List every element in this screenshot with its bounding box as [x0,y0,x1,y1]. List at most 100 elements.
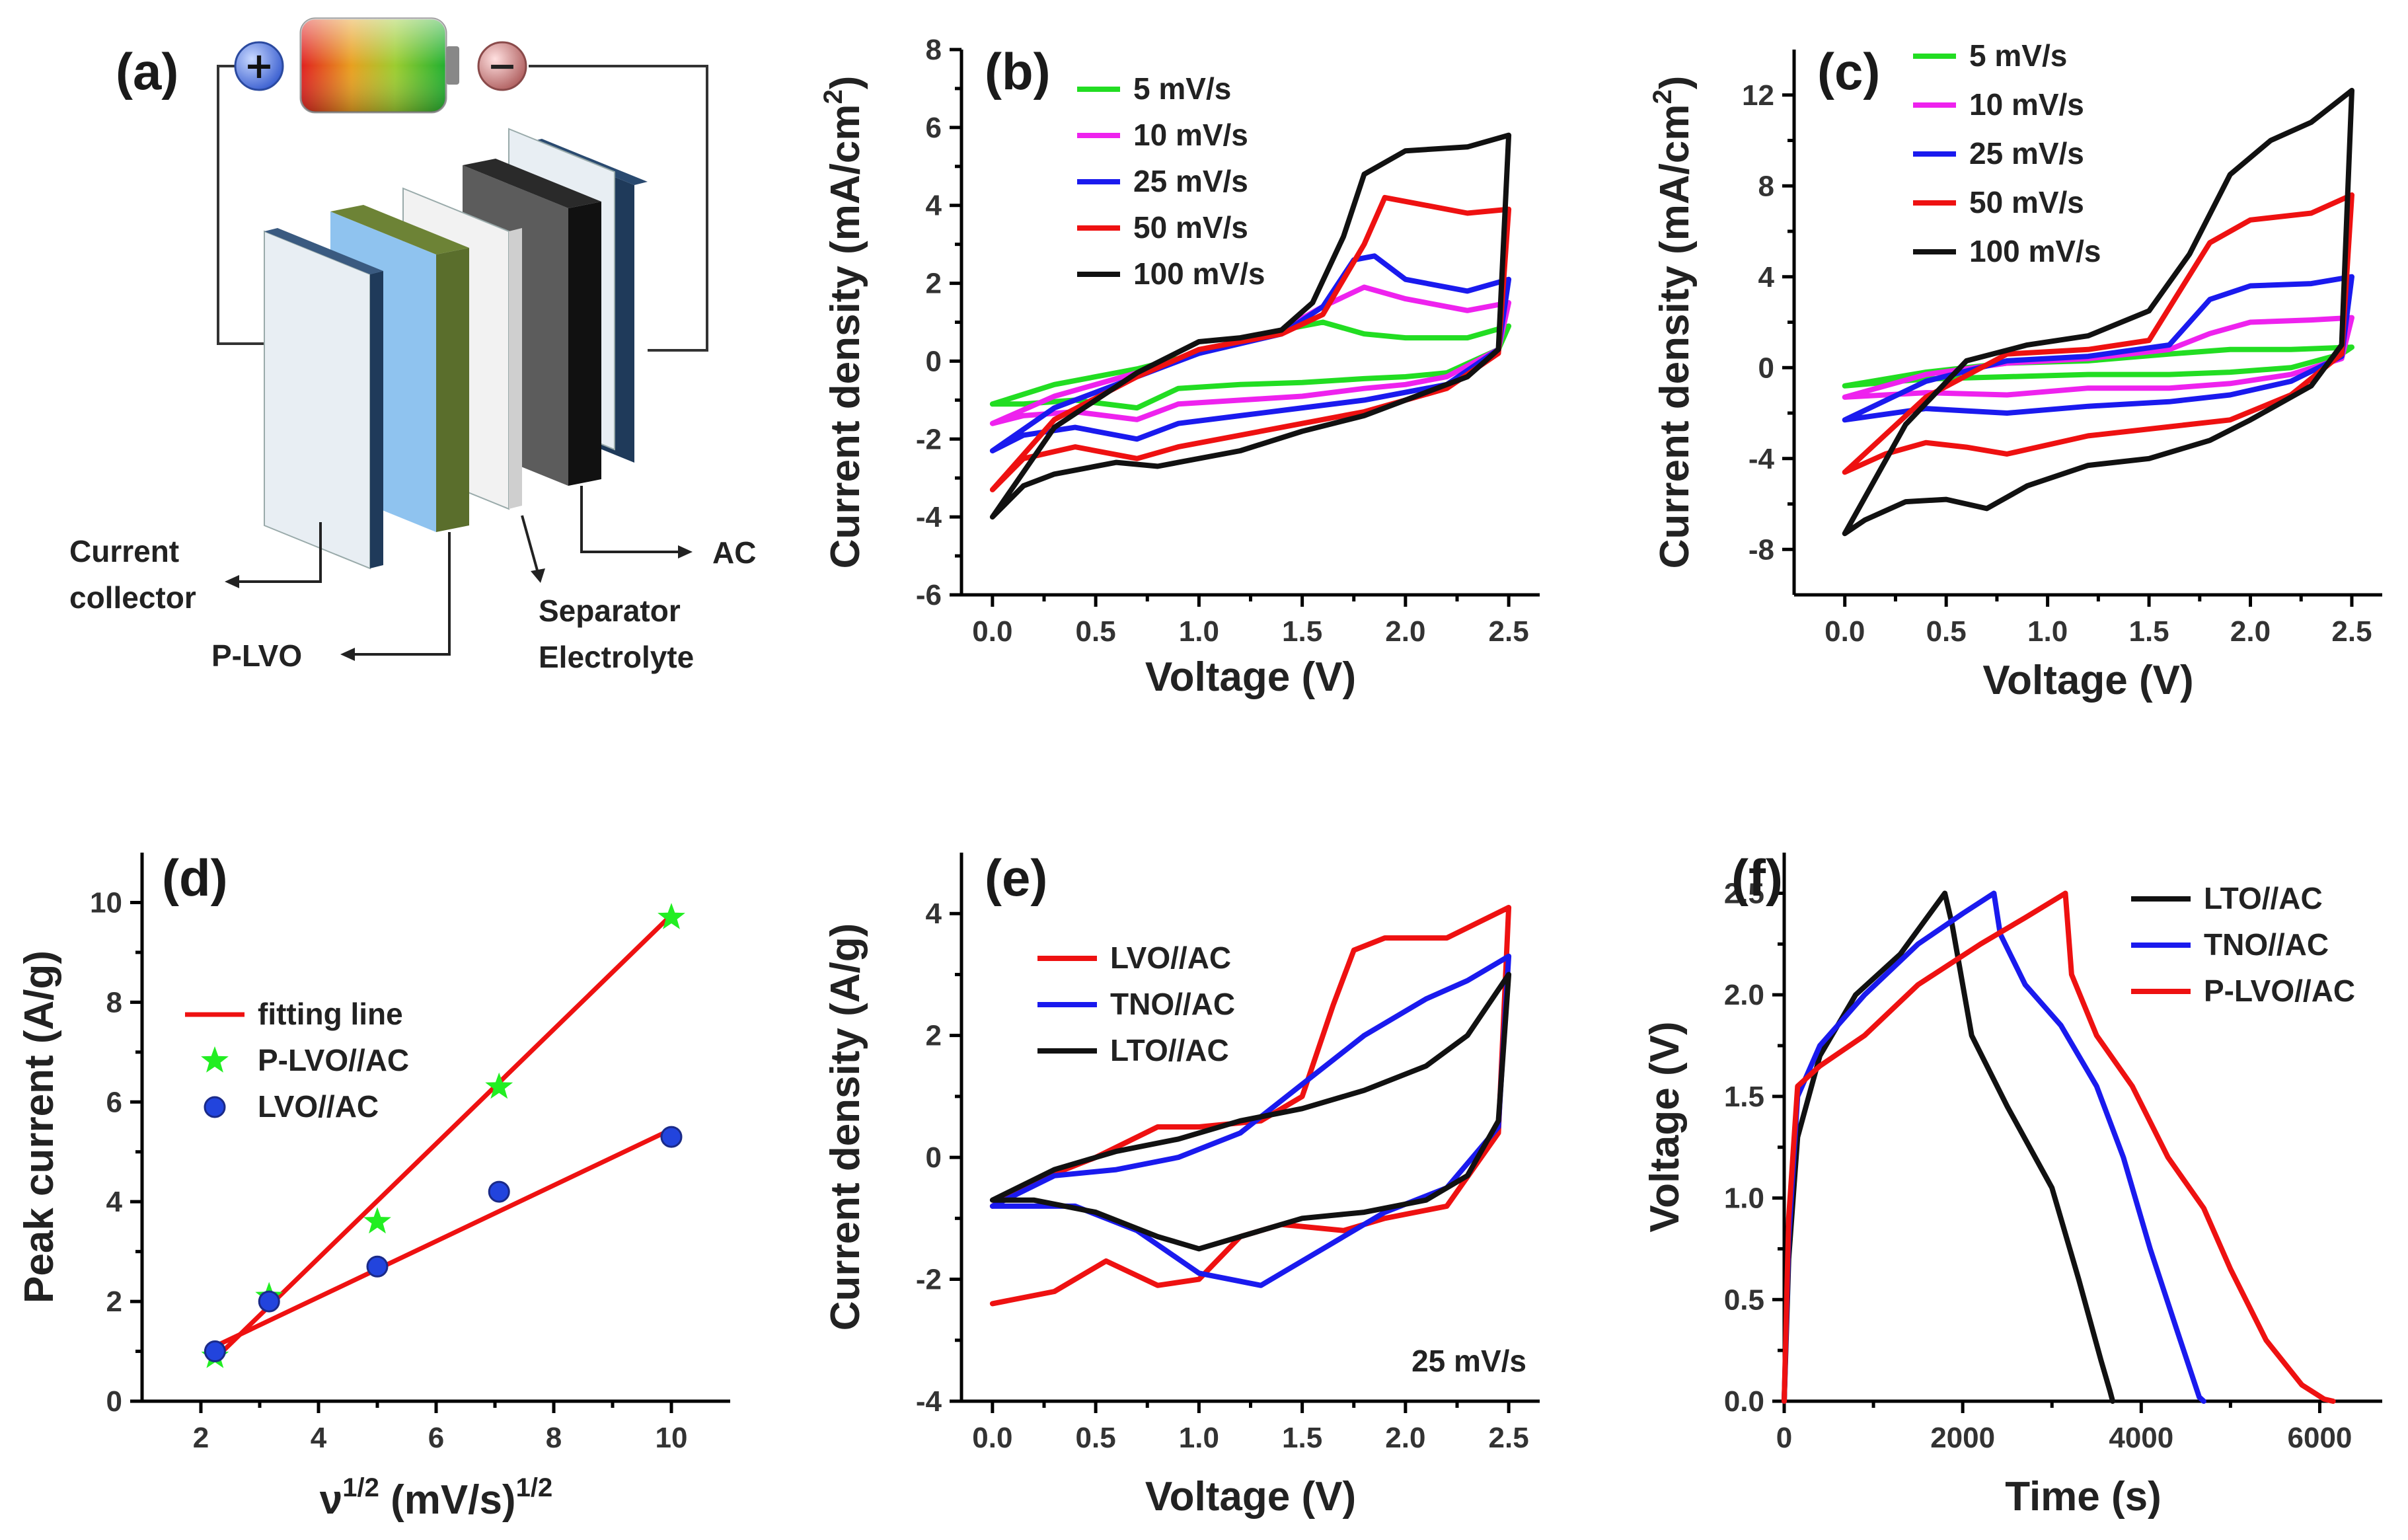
y-tick-label: 1.5 [1724,1081,1764,1113]
label-current-collector-line1: Current [69,534,179,568]
legend-label: 50 mV/s [1133,210,1248,245]
leader-separator [521,515,540,576]
legend-label: 50 mV/s [1969,185,2084,219]
legend-label: 100 mV/s [1969,234,2101,268]
legend-label: LTO//AC [1110,1033,1229,1067]
series-line-25 mV/s [1842,274,2354,423]
label-current-collector-line2: collector [69,580,196,615]
x-tick-label: 0.0 [972,615,1012,648]
current-collector-plate [264,228,383,570]
x-tick-label: 8 [546,1422,562,1454]
positive-terminal-icon: + [234,41,284,91]
y-axis-label: Current density (mA/cm2) [819,76,868,569]
arrow-plvo [340,648,355,661]
y-tick-label: -2 [916,423,942,455]
y-tick-label: 6 [926,112,942,144]
x-tick-label: 10 [656,1422,688,1454]
series-line-LVO//AC [989,905,1512,1307]
x-tick-label: 6000 [2288,1422,2352,1454]
x-tick-label: 1.5 [1282,615,1322,648]
label-plvo: P-LVO [211,638,302,673]
legend-label: 5 mV/s [1133,71,1231,106]
negative-terminal-icon: − [477,41,527,91]
panel-a-label: (a) [116,42,178,100]
legend-label: 10 mV/s [1969,87,2084,122]
y-tick-label: -4 [916,501,942,533]
panel-label: (b) [985,42,1051,100]
panel-label: (c) [1817,42,1880,100]
leader-current-collector [228,522,322,583]
x-tick-label: 4000 [2109,1422,2173,1454]
fit-line-LVO//AC [213,1127,673,1349]
legend-label: P-LVO//AC [258,1043,409,1077]
panel-d-peak-current: 2 4 6 8 10 0 2 4 6 8 10 (d) ν1/2 (mV/s)1/2 Peak curre… [17,849,730,1523]
x-tick-label: 2.5 [2331,615,2372,648]
y-axis-label: Peak current (A/g) [17,950,62,1303]
legend-label: TNO//AC [1110,987,1235,1021]
panel-label: (f) [1731,849,1783,907]
legend-label: LVO//AC [258,1089,379,1124]
series-line-TNO//AC [1782,890,2206,1404]
panel-e-cv-comparison: 0.0 0.5 1.0 1.5 2.0 2.5 -4 -2 0 2 4 (e) Voltage (V) C… [823,849,1540,1520]
x-tick-label: 2.5 [1489,1422,1529,1454]
x-axis-label: Voltage (V) [1145,1474,1356,1520]
y-tick-label: 0 [1758,352,1774,384]
legend-label: 10 mV/s [1133,118,1248,152]
y-tick-label: -2 [916,1264,942,1296]
series-line-50 mV/s [1842,192,2354,475]
fit-line-P-LVO//AC [213,913,673,1361]
x-tick-label: 1.0 [1179,1422,1219,1454]
y-tick-label: 4 [106,1186,123,1218]
x-tick-label: 2.0 [1385,1422,1425,1454]
panel-f-charge-discharge: 0 2000 4000 6000 0.0 0.5 1.0 1.5 2.0 2.5(f) Time (… [1642,849,2382,1520]
circuit-wire-right [529,65,708,352]
x-tick-label: 2 [193,1422,209,1454]
legend-label: 25 mV/s [1133,164,1248,198]
x-tick-label: 0 [1776,1422,1792,1454]
x-tick-label: 1.0 [2027,615,2068,648]
x-tick-label: 2000 [1930,1422,1995,1454]
y-tick-label: 4 [926,898,942,930]
y-tick-label: 4 [1758,261,1775,293]
y-tick-label: -6 [916,579,942,611]
y-tick-label: -4 [1749,443,1775,475]
plus-symbol: + [244,45,274,87]
minus-symbol: − [487,45,517,87]
x-tick-label: 0.0 [972,1422,1012,1454]
legend-label: LTO//AC [2204,881,2323,915]
legend-label: LVO//AC [1110,941,1231,975]
label-separator: Separator [539,594,681,628]
data-point-circle [204,1340,226,1363]
leader-plvo [344,532,451,656]
y-tick-label: 8 [106,986,122,1019]
y-tick-label: 4 [926,190,942,222]
x-axis-label: ν1/2 (mV/s)1/2 [320,1473,552,1523]
x-tick-label: 1.5 [1282,1422,1322,1454]
annotation-scan-rate: 25 mV/s [1411,1344,1526,1378]
data-point-star [658,903,685,929]
x-tick-label: 2.5 [1489,615,1529,648]
series-line-100 mV/s [1842,87,2354,537]
y-tick-label: 0 [926,1141,942,1174]
y-tick-label: 8 [1758,170,1774,202]
x-tick-label: 0.0 [1825,615,1865,648]
label-ac: AC [712,535,756,570]
data-point-star [485,1072,513,1099]
data-point-circle [258,1290,280,1313]
y-tick-label: 0 [106,1385,122,1418]
panel-a-schematic: (a) [69,17,756,674]
data-point-star [363,1207,391,1234]
series-line-LTO//AC [1782,890,2116,1404]
series-line-100 mV/s [989,132,1512,520]
x-tick-label: 4 [311,1422,327,1454]
arrow-current-collector [225,575,239,588]
y-tick-label: 6 [106,1086,122,1118]
x-tick-label: 0.5 [1926,615,1967,648]
x-axis-label: Voltage (V) [1145,654,1356,700]
panel-b-cv-plvo-ac: 0.0 0.5 1.0 1.5 2.0 2.5 -6 -4 -2 0 2 4 6 8 (b) Voltage … [819,34,1540,700]
label-electrolyte: Electrolyte [539,640,694,674]
y-tick-label: 2.0 [1724,979,1764,1011]
data-point-circle [366,1255,389,1278]
legend-label: TNO//AC [2204,927,2329,962]
